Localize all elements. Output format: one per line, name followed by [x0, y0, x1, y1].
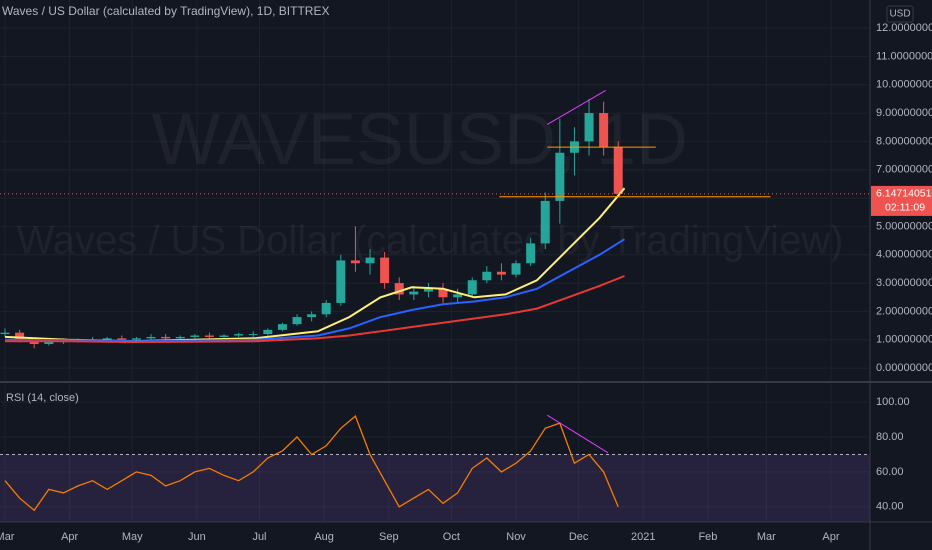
x-tick-label: May: [122, 531, 143, 543]
x-tick-label: Sep: [379, 531, 399, 543]
y-tick-label: 3.00000000: [876, 277, 932, 289]
x-tick-label: Mar: [0, 531, 15, 543]
candle-body: [321, 302, 331, 315]
chart-title: Waves / US Dollar (calculated by Trading…: [2, 4, 329, 18]
rsi-title: RSI (14, close): [6, 392, 79, 404]
y-tick-label: 9.00000000: [876, 107, 932, 119]
candle-body: [599, 113, 609, 148]
x-tick-label: Apr: [61, 531, 78, 543]
candle-body: [0, 332, 10, 335]
candle-body: [234, 334, 244, 336]
candle-body: [204, 335, 214, 337]
y-tick-label: 60.00: [876, 466, 904, 478]
candle-body: [190, 335, 200, 337]
x-tick-label: Jun: [188, 531, 206, 543]
candle-body: [263, 329, 273, 335]
watermark-subtitle: Waves / US Dollar (calculated by Trading…: [17, 219, 844, 263]
candle-body: [44, 341, 54, 345]
y-tick-label: 0.00000000: [876, 362, 932, 374]
candle-body: [307, 314, 317, 318]
x-tick-label: Aug: [314, 531, 334, 543]
y-tick-label: 12.00000000: [876, 22, 932, 34]
y-tick-label: 2.00000000: [876, 305, 932, 317]
candle-body: [540, 200, 550, 244]
drawn-line: [547, 89, 606, 125]
candle-body: [15, 332, 25, 340]
candle-body: [277, 324, 287, 330]
rsi: [0, 414, 870, 522]
last-price-box: [871, 185, 932, 216]
candle-body: [409, 291, 419, 295]
y-tick-label: 8.00000000: [876, 135, 932, 147]
x-tick-label: Oct: [443, 531, 460, 543]
x-tick-label: Jul: [252, 531, 266, 543]
candle-body: [496, 271, 506, 275]
candle-body: [248, 334, 258, 336]
y-tick-label: 4.00000000: [876, 249, 932, 261]
x-tick-label: Feb: [698, 531, 717, 543]
y-tick-label: 10.00000000: [876, 79, 932, 91]
currency-box: [886, 5, 914, 23]
candle-body: [350, 260, 360, 264]
x-tick-label: Mar: [757, 531, 776, 543]
y-tick-label: 11.00000000: [876, 50, 932, 62]
x-tick-label: Nov: [506, 531, 526, 543]
last-price-label: 6.14714051: [876, 188, 932, 200]
x-tick-label: Apr: [822, 531, 839, 543]
candle-body: [467, 280, 477, 295]
countdown: 02:11:09: [885, 202, 925, 214]
rsi-band: [0, 454, 870, 522]
candle-body: [423, 288, 433, 292]
y-tick-label: 5.00000000: [876, 220, 932, 232]
candle-body: [482, 271, 492, 281]
candle-body: [511, 263, 521, 275]
candle-body: [526, 243, 536, 264]
candle-body: [613, 147, 623, 194]
watermark: WAVESUSD, 1D: [152, 100, 688, 180]
candle-body: [394, 283, 404, 295]
y-tick-label: 40.00: [876, 501, 904, 513]
y-tick-label: 100.00: [876, 396, 910, 408]
candle-body: [380, 257, 390, 284]
moving-average: [5, 275, 625, 344]
y-tick-label: 7.00000000: [876, 164, 932, 176]
y-tick-label: 1.00000000: [876, 334, 932, 346]
candle-body: [146, 336, 156, 339]
currency: USD: [889, 9, 910, 20]
candle-body: [161, 336, 171, 339]
candle-body: [175, 336, 185, 339]
candle-body: [438, 288, 448, 298]
candles: [0, 89, 771, 349]
y-tick-label: 80.00: [876, 431, 904, 443]
candle-body: [584, 113, 594, 142]
candle-body: [117, 338, 127, 340]
drawn-line: [547, 414, 609, 454]
candle-body: [102, 338, 112, 340]
candle-body: [292, 317, 302, 325]
candle-body: [555, 152, 565, 201]
candle-body: [453, 294, 463, 298]
x-tick-label: 2021: [631, 531, 655, 543]
candle-body: [131, 338, 141, 340]
candle-body: [219, 335, 229, 337]
x-tick-label: Dec: [569, 531, 589, 543]
candle-body: [336, 260, 346, 303]
candle-body: [365, 257, 375, 264]
rsi-line: [4, 415, 619, 512]
